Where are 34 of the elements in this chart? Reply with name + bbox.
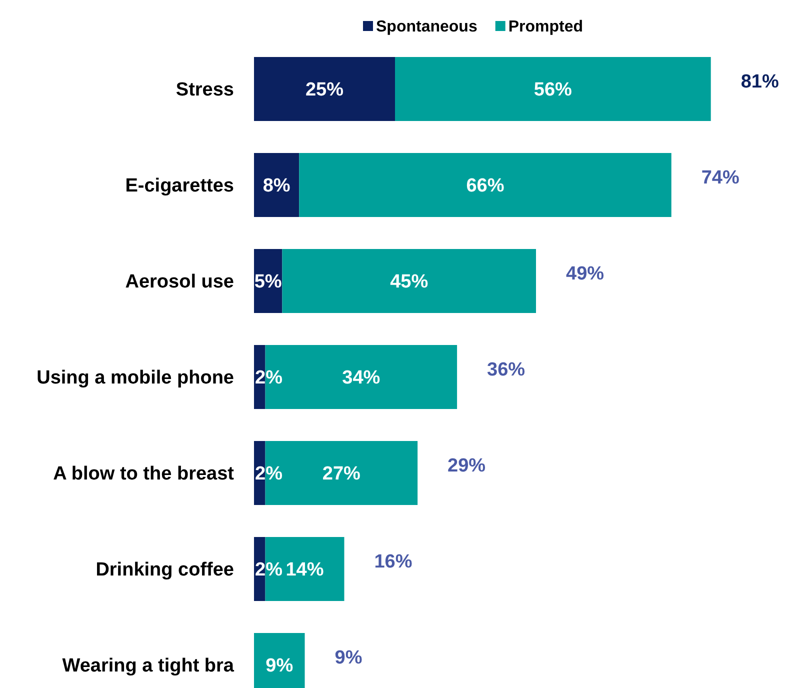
total-label: 36% xyxy=(487,360,526,381)
bar xyxy=(254,153,300,217)
total-label: 81% xyxy=(740,72,779,93)
data-label: 8% xyxy=(262,176,290,197)
data-label: 2% xyxy=(255,464,283,485)
data-label: 25% xyxy=(305,80,344,101)
total-label: 29% xyxy=(448,456,486,477)
total-label: 49% xyxy=(566,264,604,285)
data-label: 2% xyxy=(255,560,283,581)
y-tick-label: Drinking coffee xyxy=(96,560,234,581)
y-tick-label: Stress xyxy=(176,80,234,101)
bar xyxy=(254,57,395,121)
legend-label: Spontaneous xyxy=(376,18,478,36)
data-label: 45% xyxy=(390,272,428,293)
bar xyxy=(299,153,672,217)
y-tick-label: Aerosol use xyxy=(125,272,234,293)
data-label: 66% xyxy=(466,176,504,197)
total-label: 16% xyxy=(374,552,412,573)
y-tick-label: Wearing a tight bra xyxy=(62,656,234,677)
y-tick-label: Using a mobile phone xyxy=(36,368,234,389)
data-label: 56% xyxy=(534,80,572,101)
legend-label: Prompted xyxy=(508,18,584,36)
data-label: 14% xyxy=(286,560,324,581)
y-tick-label: E-cigarettes xyxy=(125,176,234,197)
total-label: 9% xyxy=(334,648,362,669)
bar xyxy=(282,249,536,313)
data-label: 5% xyxy=(254,272,282,293)
y-tick-label: A blow to the breast xyxy=(53,464,235,485)
data-label: 34% xyxy=(342,368,380,389)
data-label: 9% xyxy=(266,656,294,677)
total-label: 74% xyxy=(701,168,740,189)
bar xyxy=(395,57,711,121)
data-label: 27% xyxy=(322,464,361,485)
data-label: 2% xyxy=(255,368,283,389)
